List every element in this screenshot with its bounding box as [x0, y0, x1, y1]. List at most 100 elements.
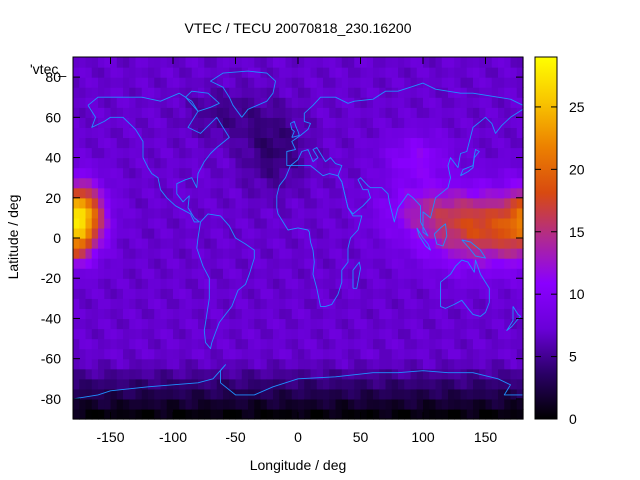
heatmap-cell	[366, 187, 374, 199]
heatmap-cell	[335, 57, 343, 68]
heatmap-cell	[316, 268, 324, 279]
heatmap-cell	[173, 107, 180, 118]
heatmap-cell	[285, 197, 293, 209]
heatmap-cell	[423, 238, 430, 249]
heatmap-cell	[116, 207, 124, 219]
heatmap-cell	[366, 87, 374, 98]
heatmap-cell	[204, 177, 212, 189]
heatmap-cell	[273, 378, 280, 390]
heatmap-cell	[110, 197, 118, 209]
heatmap-cell	[379, 217, 387, 229]
heatmap-cell	[160, 197, 168, 209]
heatmap-cell	[504, 97, 512, 108]
heatmap-cell	[79, 378, 87, 390]
coastline-europe-asia	[286, 82, 524, 237]
heatmap-cell	[148, 207, 155, 219]
heatmap-cell	[235, 67, 243, 78]
heatmap-cell	[341, 97, 349, 108]
heatmap-cell	[260, 217, 268, 229]
heatmap-cell	[148, 147, 155, 159]
heatmap-cell	[366, 57, 374, 68]
heatmap-cell	[373, 147, 380, 159]
heatmap-cell	[198, 207, 205, 219]
colorbar-tick-label: 5	[569, 349, 577, 365]
heatmap-cell	[354, 338, 362, 350]
heatmap-cell	[160, 117, 168, 128]
heatmap-cell	[441, 248, 449, 259]
heatmap-cell	[260, 137, 268, 149]
heatmap-cell	[223, 258, 230, 269]
heatmap-cell	[266, 97, 274, 108]
heatmap-cell	[110, 368, 118, 380]
heatmap-cell	[135, 117, 143, 128]
heatmap-cell	[404, 318, 412, 330]
heatmap-cell	[160, 408, 168, 420]
heatmap-cell	[373, 398, 380, 410]
heatmap-cell	[116, 67, 124, 78]
heatmap-cell	[366, 238, 374, 249]
heatmap-cell	[498, 408, 505, 420]
heatmap-cell	[185, 348, 193, 360]
heatmap-cell	[460, 107, 468, 118]
heatmap-cell	[223, 167, 230, 179]
heatmap-cell	[141, 107, 149, 118]
heatmap-cell	[179, 217, 187, 229]
heatmap-cell	[129, 268, 137, 279]
x-axis-ticks: -150 -100 -50 0 50 100 150	[96, 57, 497, 445]
heatmap-cell	[441, 167, 449, 179]
heatmap-cell	[173, 258, 180, 269]
heatmap-cell	[241, 348, 249, 360]
heatmap-cell	[141, 167, 149, 179]
heatmap-cell	[473, 328, 480, 340]
heatmap-cell	[229, 288, 237, 299]
heatmap-cell	[79, 167, 87, 179]
heatmap-cell	[79, 67, 87, 78]
heatmap-cell	[454, 227, 462, 239]
heatmap-cell	[498, 318, 505, 330]
heatmap-cell	[110, 207, 118, 219]
heatmap-cell	[110, 67, 118, 78]
coastline-sumatra	[416, 227, 431, 251]
heatmap-cell	[191, 137, 199, 149]
coastline-new-guinea	[461, 239, 486, 259]
heatmap-cell	[485, 67, 493, 78]
heatmap-cell	[373, 107, 380, 118]
heatmap-cell	[129, 328, 137, 340]
heatmap-cell	[329, 57, 337, 68]
heatmap-cell	[485, 368, 493, 380]
heatmap-cell	[154, 227, 162, 239]
heatmap-cell	[354, 147, 362, 159]
heatmap-cell	[279, 318, 287, 330]
heatmap-cell	[373, 268, 380, 279]
heatmap-cell	[154, 328, 162, 340]
heatmap-cell	[323, 167, 330, 179]
heatmap-cell	[148, 117, 155, 128]
heatmap-cell	[248, 298, 255, 309]
heatmap-cell	[310, 97, 318, 108]
heatmap-cell	[491, 187, 499, 199]
heatmap-cell	[254, 298, 262, 309]
heatmap-cell	[129, 197, 137, 209]
heatmap-cell	[404, 87, 412, 98]
heatmap-cell	[479, 288, 487, 299]
heatmap-cell	[191, 288, 199, 299]
heatmap-cell	[385, 107, 393, 118]
heatmap-cell	[416, 217, 424, 229]
x-tick-label: 100	[411, 429, 435, 445]
heatmap-cell	[341, 167, 349, 179]
heatmap-cell	[516, 157, 524, 169]
heatmap-cell	[173, 197, 180, 209]
heatmap-cell	[348, 388, 355, 400]
heatmap-cell	[379, 207, 387, 219]
heatmap-cell	[373, 338, 380, 350]
heatmap-cell	[91, 187, 99, 199]
heatmap-cell	[454, 167, 462, 179]
heatmap-cell	[191, 308, 199, 320]
heatmap-cell	[323, 197, 330, 209]
heatmap-cell	[110, 258, 118, 269]
heatmap-cell	[316, 107, 324, 118]
heatmap-cell	[266, 177, 274, 189]
heatmap-cell	[160, 177, 168, 189]
heatmap-cell	[191, 368, 199, 380]
heatmap-cell	[198, 378, 205, 390]
